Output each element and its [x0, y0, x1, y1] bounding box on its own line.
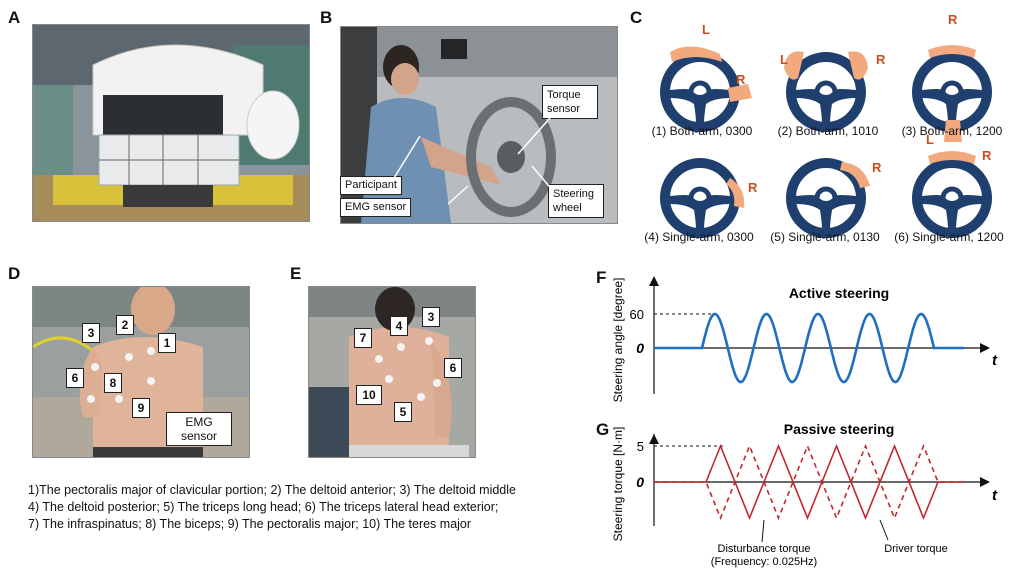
callout-steering-wheel: Steering wheel	[548, 184, 604, 218]
disturbance-pointer	[761, 519, 765, 543]
passive-ytick-5: 5	[637, 439, 644, 454]
electrode-label-5: 5	[394, 402, 412, 422]
active-steering-title: Active steering	[789, 285, 889, 301]
wheel-5	[791, 162, 870, 233]
caption-c5: (5) Single-arm, 0130	[770, 230, 880, 244]
hand-position-grid: L R L R R L R R R	[630, 12, 992, 260]
callout-steering-wheel-text: Steering wheel	[553, 188, 594, 214]
wheel-3	[917, 45, 987, 142]
driver-torque-label: Driver torque	[884, 543, 948, 555]
electrode-label-1: 1	[158, 333, 176, 353]
muscle-legend-line-2: 4) The deltoid posterior; 5) The triceps…	[28, 500, 499, 514]
panel-label-a: A	[8, 8, 21, 27]
hand-label-c4-r: R	[748, 180, 758, 195]
active-x-label: t	[992, 352, 998, 369]
callout-torque-sensor: Torque sensor	[542, 85, 598, 119]
active-y-axis-arrow	[649, 276, 659, 286]
panel-label-f: F	[596, 268, 607, 287]
panel-label-e: E	[290, 264, 302, 283]
hand-label-c2-r: R	[876, 52, 886, 67]
wheel-2	[784, 51, 868, 127]
electrode-label-6-back: 6	[444, 358, 462, 378]
electrode-label-4: 4	[390, 316, 408, 336]
caption-c3: (3) Both-arm, 1200	[901, 124, 1003, 138]
hand-label-c2-l: L	[780, 52, 788, 67]
wheel-1	[665, 46, 752, 127]
panel-b-pointer-lines	[393, 117, 555, 205]
callout-torque-sensor-text: Torque sensor	[547, 89, 581, 115]
passive-ytick-0: 0	[636, 474, 644, 490]
hand-label-c5-r: R	[872, 160, 882, 175]
active-steering-ylabel: Steering angle [degree]	[611, 278, 625, 403]
passive-steering-title: Passive steering	[784, 421, 895, 437]
electrode-label-2: 2	[116, 315, 134, 335]
panel-label-g: G	[596, 420, 610, 439]
passive-steering-chart: Passive steering Steering torque [N·m] t…	[611, 421, 998, 568]
driver-pointer	[879, 519, 889, 541]
disturbance-torque-label: Disturbance torque	[718, 543, 811, 555]
callout-participant: Participant	[340, 176, 402, 195]
hand-label-c3-l: L	[926, 132, 934, 147]
caption-c6: (6) Single-arm, 1200	[894, 230, 1004, 244]
electrode-label-6: 6	[66, 368, 84, 388]
callout-emg-sensor-d: EMG sensor	[166, 412, 232, 446]
electrode-label-7: 7	[354, 328, 372, 348]
active-ytick-60: 60	[630, 307, 644, 322]
passive-x-axis-arrow	[980, 477, 990, 487]
caption-c4: (4) Single-arm, 0300	[644, 230, 754, 244]
electrode-label-3-back: 3	[422, 307, 440, 327]
caption-c2: (2) Both-arm, 1010	[777, 124, 879, 138]
hand-label-c1-r: R	[736, 72, 746, 87]
passive-y-axis-arrow	[649, 434, 659, 444]
caption-c1: (1) Both-arm, 0300	[651, 124, 753, 138]
callout-emg-sensor: EMG sensor	[340, 198, 412, 217]
driver-torque-line	[654, 443, 964, 521]
simulator-photo	[32, 24, 310, 222]
active-steering-chart: Active steering Steering angle [degree] …	[611, 276, 998, 403]
electrode-label-10: 10	[356, 385, 382, 405]
frequency-label: (Frequency: 0.025Hz)	[711, 556, 817, 568]
electrode-label-3: 3	[82, 323, 100, 343]
passive-x-label: t	[992, 487, 998, 504]
muscle-legend-line-1: 1)The pectoralis major of clavicular por…	[28, 483, 516, 497]
passive-steering-ylabel: Steering torque [N·m]	[611, 427, 625, 542]
active-steering-curve	[654, 312, 964, 384]
hand-label-c3-r: R	[948, 12, 958, 27]
hand-label-c6-r: R	[982, 148, 992, 163]
driver-photo	[340, 26, 618, 224]
wheel-4	[665, 163, 745, 233]
muscle-legend-line-3: 7) The infraspinatus; 8) The biceps; 9) …	[28, 517, 472, 531]
panel-label-b: B	[320, 8, 333, 27]
active-ytick-0: 0	[636, 340, 644, 356]
electrode-label-9: 9	[132, 398, 150, 418]
panel-label-d: D	[8, 264, 21, 283]
panel-label-c: C	[630, 8, 643, 27]
back-electrode-photo	[308, 286, 476, 458]
active-x-axis-arrow	[980, 343, 990, 353]
hand-label-c1-l: L	[702, 22, 710, 37]
electrode-label-8: 8	[104, 373, 122, 393]
wheel-6	[917, 151, 987, 233]
